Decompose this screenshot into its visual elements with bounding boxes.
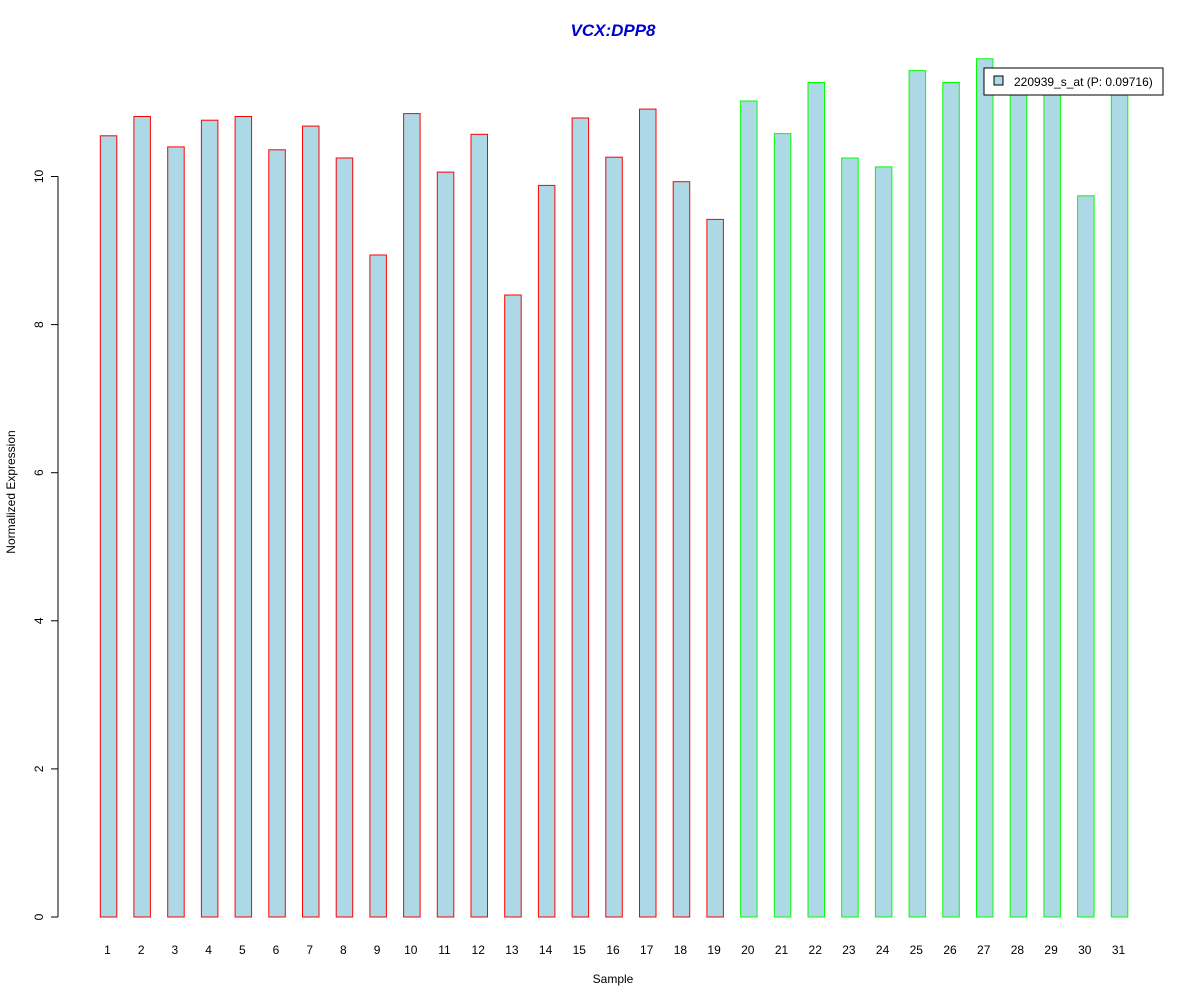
bar-sample-26 xyxy=(942,82,960,918)
bar-sample-9 xyxy=(369,254,387,918)
legend: 220939_s_at (P: 0.09716) xyxy=(983,67,1164,96)
x-tick-label: 7 xyxy=(306,943,313,957)
bar-sample-28 xyxy=(1009,94,1028,918)
x-tick-label: 12 xyxy=(472,943,486,957)
bar-sample-1 xyxy=(99,135,118,918)
x-tick-label: 14 xyxy=(539,943,553,957)
legend-label: 220939_s_at (P: 0.09716) xyxy=(1014,75,1153,89)
bar-sample-12 xyxy=(470,133,488,918)
x-tick-label: 8 xyxy=(340,943,347,957)
bar-sample-11 xyxy=(436,171,455,918)
x-tick-label: 29 xyxy=(1044,943,1058,957)
x-tick-label: 24 xyxy=(876,943,890,957)
bar-sample-22 xyxy=(807,82,825,918)
x-tick-label: 5 xyxy=(239,943,246,957)
bar-sample-10 xyxy=(403,113,421,918)
x-tick-label: 10 xyxy=(404,943,418,957)
x-tick-label: 26 xyxy=(943,943,957,957)
x-tick-label: 4 xyxy=(205,943,212,957)
bar-sample-30 xyxy=(1077,195,1095,918)
x-axis-tick-labels: 1 2 3 4 5 6 7 8 9 10 11 12 13 14 15 16 17 18 19 20 21 22 23 24 2… xyxy=(104,943,1125,957)
bar-sample-5 xyxy=(234,116,253,918)
bar-sample-29 xyxy=(1043,94,1061,918)
x-tick-label: 16 xyxy=(606,943,620,957)
y-tick-label: 0 xyxy=(32,913,46,920)
x-tick-label: 13 xyxy=(505,943,519,957)
bar-sample-18 xyxy=(672,181,691,918)
bar-sample-16 xyxy=(605,156,623,918)
legend-swatch xyxy=(993,75,1004,86)
x-tick-label: 22 xyxy=(809,943,823,957)
x-tick-label: 31 xyxy=(1112,943,1126,957)
bar-sample-19 xyxy=(706,218,724,918)
x-tick-label: 19 xyxy=(707,943,721,957)
y-axis: 0 2 4 6 8 10 xyxy=(32,170,59,920)
x-tick-label: 6 xyxy=(273,943,280,957)
bar-sample-27 xyxy=(976,58,994,918)
x-tick-label: 9 xyxy=(374,943,381,957)
x-tick-label: 25 xyxy=(910,943,924,957)
bar-sample-23 xyxy=(841,157,859,918)
y-tick-label: 4 xyxy=(32,617,46,624)
bar-sample-14 xyxy=(537,184,556,918)
x-tick-label: 1 xyxy=(104,943,111,957)
bar-sample-6 xyxy=(268,149,286,918)
x-tick-label: 21 xyxy=(775,943,789,957)
bar-sample-21 xyxy=(773,133,792,918)
y-tick-label: 2 xyxy=(32,765,46,772)
bar-sample-15 xyxy=(571,117,590,918)
bar-sample-7 xyxy=(302,125,320,918)
bar-sample-31 xyxy=(1110,94,1129,918)
x-tick-label: 27 xyxy=(977,943,991,957)
bar-sample-25 xyxy=(908,70,927,918)
x-tick-label: 3 xyxy=(172,943,179,957)
x-axis-title: Sample xyxy=(593,972,634,986)
x-tick-label: 18 xyxy=(674,943,688,957)
x-tick-label: 15 xyxy=(573,943,587,957)
bar-sample-4 xyxy=(200,119,219,918)
x-tick-label: 11 xyxy=(438,943,451,957)
y-tick-label: 6 xyxy=(32,469,46,476)
chart-title: VCX:DPP8 xyxy=(570,21,656,40)
y-tick-label: 8 xyxy=(32,321,46,328)
bar-sample-13 xyxy=(504,294,522,918)
bar-sample-20 xyxy=(740,100,758,918)
bars-group xyxy=(99,58,1129,918)
bar-sample-8 xyxy=(335,157,354,918)
bar-sample-2 xyxy=(133,116,151,918)
bar-sample-24 xyxy=(874,166,893,918)
y-axis-title: Normalized Expression xyxy=(4,430,18,553)
x-tick-label: 28 xyxy=(1011,943,1025,957)
x-tick-label: 23 xyxy=(842,943,856,957)
x-tick-label: 30 xyxy=(1078,943,1092,957)
bar-sample-17 xyxy=(639,108,657,918)
x-tick-label: 20 xyxy=(741,943,755,957)
x-tick-label: 17 xyxy=(640,943,654,957)
legend-box xyxy=(983,67,1164,96)
y-tick-label: 10 xyxy=(32,170,46,184)
bar-sample-3 xyxy=(167,146,185,918)
x-tick-label: 2 xyxy=(138,943,145,957)
